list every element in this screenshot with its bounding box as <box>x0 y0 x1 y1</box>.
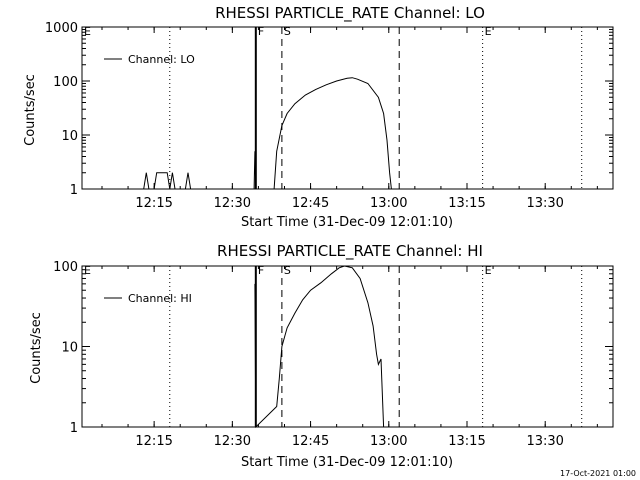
chart-title: RHESSI PARTICLE_RATE Channel: HI <box>217 242 483 261</box>
x-tick-label: 12:30 <box>214 196 251 211</box>
marker-label: E <box>84 25 91 38</box>
marker-label: F <box>258 25 264 38</box>
x-axis-label: Start Time (31-Dec-09 12:01:10) <box>241 455 453 470</box>
y-tick-label: 100 <box>53 260 78 275</box>
x-tick-label: 12:30 <box>214 434 251 449</box>
chart-panel-hi: RHESSI PARTICLE_RATE Channel: HI Start T… <box>29 242 614 470</box>
x-axis-label: Start Time (31-Dec-09 12:01:10) <box>241 215 453 230</box>
marker-label: S <box>284 25 291 38</box>
marker-label: F <box>258 264 264 277</box>
plot-frame <box>81 265 614 428</box>
series-line <box>254 265 385 429</box>
series-line <box>143 77 392 190</box>
legend-label: Channel: LO <box>128 53 195 66</box>
chart-title: RHESSI PARTICLE_RATE Channel: LO <box>215 4 485 23</box>
plot-frame <box>81 26 614 190</box>
chart-panel-lo: RHESSI PARTICLE_RATE Channel: LO Start T… <box>23 4 614 230</box>
x-tick-label: 13:00 <box>370 196 407 211</box>
y-tick-label: 10 <box>61 341 78 356</box>
marker-label: E <box>485 264 492 277</box>
x-tick-label: 13:15 <box>448 434 485 449</box>
y-tick-label: 10 <box>61 129 78 144</box>
legend-label: Channel: HI <box>128 292 192 305</box>
y-tick-label: 1000 <box>45 21 78 36</box>
x-tick-label: 13:00 <box>370 434 407 449</box>
x-tick-label: 12:15 <box>135 434 172 449</box>
y-tick-label: 100 <box>53 75 78 90</box>
x-tick-label: 12:45 <box>292 196 329 211</box>
marker-label: S <box>284 264 291 277</box>
x-tick-label: 12:15 <box>135 196 172 211</box>
x-tick-label: 12:45 <box>292 434 329 449</box>
y-axis-label: Counts/sec <box>29 312 44 384</box>
y-tick-label: 1 <box>70 183 78 198</box>
footer-timestamp: 17-Oct-2021 01:00 <box>560 469 636 478</box>
marker-label: E <box>485 25 492 38</box>
y-axis-label: Counts/sec <box>23 74 38 146</box>
x-tick-label: 13:30 <box>526 196 563 211</box>
x-tick-label: 13:30 <box>526 434 563 449</box>
marker-label: E <box>84 264 91 277</box>
y-tick-label: 1 <box>70 421 78 436</box>
x-tick-label: 13:15 <box>448 196 485 211</box>
